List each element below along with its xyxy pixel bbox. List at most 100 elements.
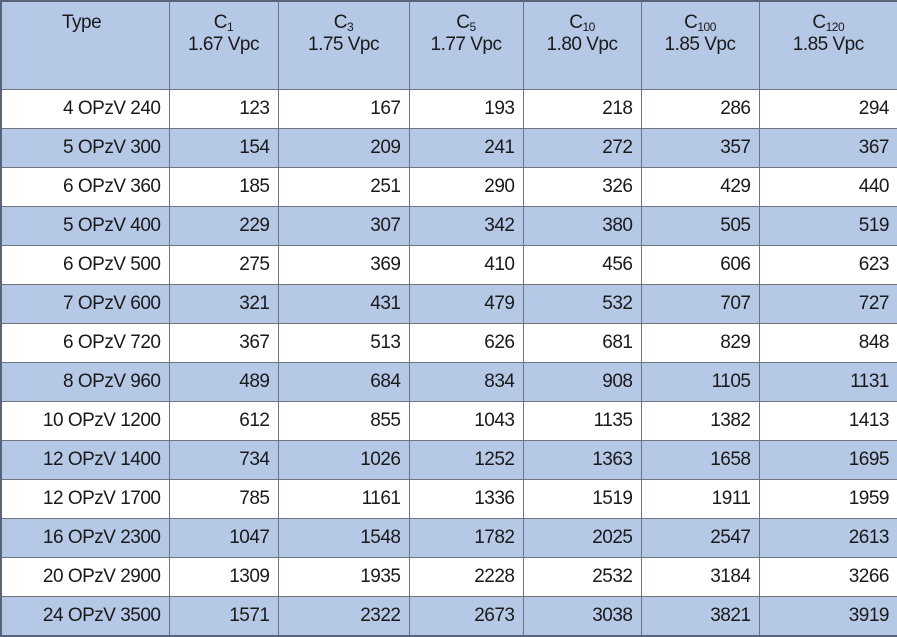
type-cell: 4 OPzV 240	[0, 88, 170, 129]
capacity-cell: 1382	[640, 400, 760, 441]
capacity-symbol: C	[213, 12, 228, 33]
cutoff-voltage: 1.80 Vpc	[546, 34, 619, 55]
capacity-cell: 848	[758, 322, 897, 363]
capacity-cell: 3266	[758, 556, 897, 597]
table-header: Type C1 1.67 Vpc C3 1.75 Vpc C5 1.77 Vpc C10 1.8…	[0, 0, 897, 90]
cutoff-voltage: 1.77 Vpc	[430, 34, 503, 55]
capacity-cell: 519	[758, 205, 897, 246]
capacity-cell: 1161	[277, 478, 410, 519]
capacity-cell: 218	[522, 88, 642, 129]
type-cell: 6 OPzV 500	[0, 244, 170, 285]
cutoff-voltage: 1.85 Vpc	[792, 34, 865, 55]
header-cell: Type	[0, 0, 170, 90]
capacity-cell: 209	[277, 127, 410, 168]
capacity-cell: 1135	[522, 400, 642, 441]
capacity-cell: 123	[168, 88, 279, 129]
table-row: 4 OPzV 240 123 167 193 218 286 294	[0, 88, 897, 129]
capacity-cell: 2673	[408, 595, 524, 636]
table-row: 24 OPzV 3500 1571 2322 2673 3038 3821 3919	[0, 595, 897, 636]
capacity-subscript: 5	[469, 20, 477, 34]
capacity-cell: 1571	[168, 595, 279, 636]
type-cell: 20 OPzV 2900	[0, 556, 170, 597]
capacity-cell: 342	[408, 205, 524, 246]
capacity-cell: 513	[277, 322, 410, 363]
capacity-cell: 489	[168, 361, 279, 402]
capacity-cell: 241	[408, 127, 524, 168]
header-cell: C10 1.80 Vpc	[522, 0, 642, 90]
capacity-cell: 1105	[640, 361, 760, 402]
capacity-cell: 167	[277, 88, 410, 129]
capacity-cell: 834	[408, 361, 524, 402]
capacity-cell: 2025	[522, 517, 642, 558]
capacity-cell: 734	[168, 439, 279, 480]
table-row: 6 OPzV 360 185 251 290 326 429 440	[0, 166, 897, 207]
capacity-cell: 707	[640, 283, 760, 324]
capacity-cell: 3038	[522, 595, 642, 636]
capacity-cell: 1959	[758, 478, 897, 519]
type-cell: 16 OPzV 2300	[0, 517, 170, 558]
capacity-cell: 855	[277, 400, 410, 441]
capacity-cell: 612	[168, 400, 279, 441]
table-row: 5 OPzV 400 229 307 342 380 505 519	[0, 205, 897, 246]
capacity-cell: 785	[168, 478, 279, 519]
table-row: 7 OPzV 600 321 431 479 532 707 727	[0, 283, 897, 324]
capacity-cell: 908	[522, 361, 642, 402]
type-cell: 12 OPzV 1700	[0, 478, 170, 519]
table-body: 4 OPzV 240 123 167 193 218 286 294 5 OPzV 300 15…	[0, 88, 897, 636]
capacity-cell: 1519	[522, 478, 642, 519]
capacity-cell: 154	[168, 127, 279, 168]
capacity-cell: 294	[758, 88, 897, 129]
capacity-cell: 229	[168, 205, 279, 246]
capacity-cell: 185	[168, 166, 279, 207]
capacity-cell: 1309	[168, 556, 279, 597]
capacity-cell: 290	[408, 166, 524, 207]
header-cell: C100 1.85 Vpc	[640, 0, 760, 90]
capacity-cell: 727	[758, 283, 897, 324]
type-cell: 5 OPzV 300	[0, 127, 170, 168]
cutoff-voltage: 1.75 Vpc	[308, 34, 380, 55]
capacity-cell: 1658	[640, 439, 760, 480]
capacity-cell: 2613	[758, 517, 897, 558]
capacity-cell: 829	[640, 322, 760, 363]
type-cell: 6 OPzV 360	[0, 166, 170, 207]
capacity-cell: 1935	[277, 556, 410, 597]
cutoff-voltage: 1.67 Vpc	[188, 34, 260, 55]
capacity-cell: 1413	[758, 400, 897, 441]
capacity-cell: 1026	[277, 439, 410, 480]
type-cell: 24 OPzV 3500	[0, 595, 170, 636]
capacity-cell: 1336	[408, 478, 524, 519]
capacity-cell: 2532	[522, 556, 642, 597]
cutoff-voltage: 1.85 Vpc	[664, 34, 737, 55]
capacity-subscript: 10	[582, 20, 595, 34]
header-cell: C5 1.77 Vpc	[408, 0, 524, 90]
capacity-cell: 1252	[408, 439, 524, 480]
table-row: 5 OPzV 300 154 209 241 272 357 367	[0, 127, 897, 168]
capacity-cell: 357	[640, 127, 760, 168]
capacity-cell: 681	[522, 322, 642, 363]
capacity-cell: 440	[758, 166, 897, 207]
capacity-cell: 1363	[522, 439, 642, 480]
capacity-cell: 193	[408, 88, 524, 129]
capacity-symbol: C	[333, 12, 348, 33]
capacity-cell: 1043	[408, 400, 524, 441]
type-cell: 12 OPzV 1400	[0, 439, 170, 480]
capacity-cell: 684	[277, 361, 410, 402]
capacity-symbol: C	[812, 12, 826, 33]
capacity-cell: 429	[640, 166, 760, 207]
capacity-cell: 479	[408, 283, 524, 324]
capacity-cell: 2322	[277, 595, 410, 636]
capacity-cell: 380	[522, 205, 642, 246]
type-cell: 8 OPzV 960	[0, 361, 170, 402]
capacity-cell: 307	[277, 205, 410, 246]
capacity-cell: 251	[277, 166, 410, 207]
capacity-cell: 3919	[758, 595, 897, 636]
capacity-cell: 1695	[758, 439, 897, 480]
capacity-subscript: 100	[697, 20, 716, 34]
capacity-cell: 272	[522, 127, 642, 168]
capacity-cell: 626	[408, 322, 524, 363]
table-row: 12 OPzV 1400 734 1026 1252 1363 1658 1695	[0, 439, 897, 480]
header-cell: C1 1.67 Vpc	[168, 0, 279, 90]
capacity-cell: 321	[168, 283, 279, 324]
